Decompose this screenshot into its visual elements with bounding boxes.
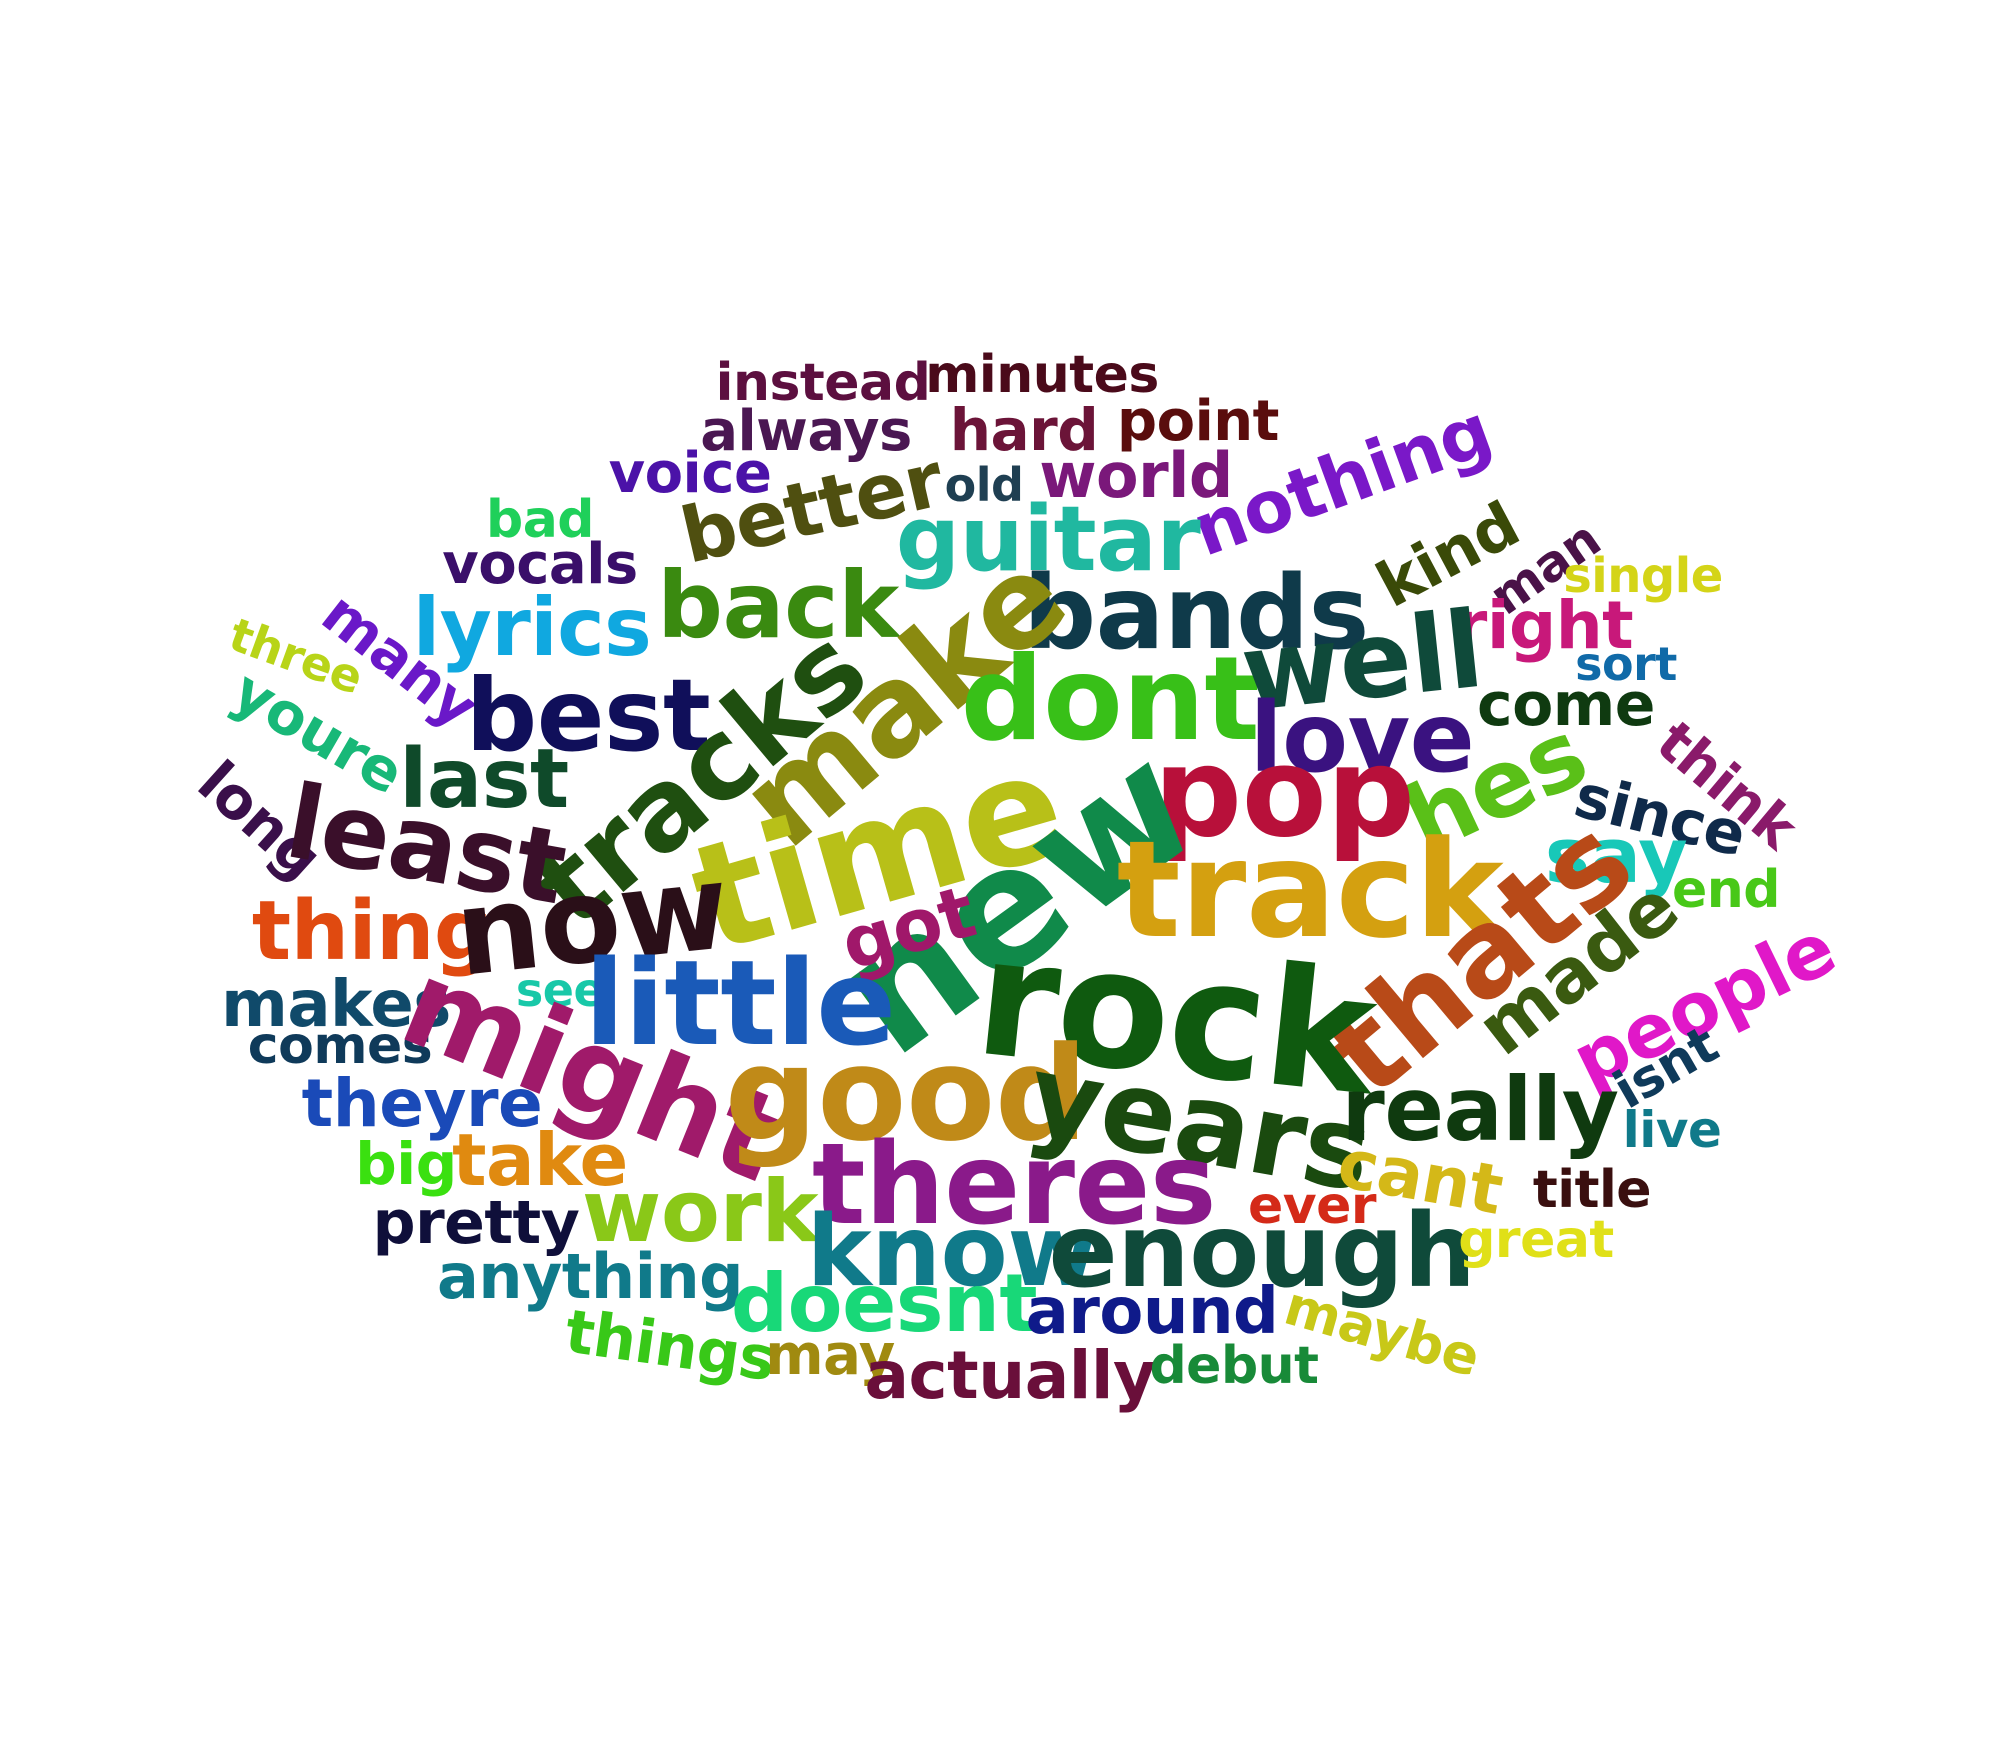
word-big: big: [355, 1130, 457, 1198]
word-instead: instead: [715, 353, 931, 413]
word-voice: voice: [608, 441, 772, 506]
word-minutes: minutes: [925, 345, 1159, 405]
word-great: great: [1458, 1210, 1614, 1270]
word-single: single: [1563, 548, 1723, 604]
word-theyre: theyre: [301, 1065, 543, 1142]
word-take: take: [452, 1118, 628, 1202]
word-lyrics: lyrics: [412, 581, 652, 674]
word-old: old: [944, 458, 1024, 512]
word-sort: sort: [1575, 637, 1677, 691]
word-little: little: [584, 934, 896, 1072]
word-know: know: [806, 1195, 1098, 1309]
word-pop: pop: [1153, 721, 1415, 865]
word-say: say: [1544, 811, 1688, 900]
word-love: love: [1249, 682, 1475, 794]
word-end: end: [1671, 860, 1781, 920]
word-right: right: [1454, 587, 1634, 664]
word-back: back: [657, 552, 899, 659]
word-debut: debut: [1149, 1336, 1319, 1396]
word-hard: hard: [949, 396, 1099, 464]
word-work: work: [581, 1162, 819, 1262]
word-enough: enough: [1048, 1192, 1476, 1311]
word-actually: actually: [864, 1337, 1156, 1414]
word-dont: dont: [960, 632, 1260, 767]
word-around: around: [1025, 1275, 1279, 1349]
word-bad: bad: [485, 490, 595, 550]
word-anything: anything: [437, 1240, 743, 1313]
word-last: last: [399, 732, 569, 827]
word-good: good: [724, 1018, 1088, 1170]
word-thing: thing: [251, 884, 493, 979]
word-title: title: [1532, 1160, 1652, 1220]
word-always: always: [700, 399, 912, 464]
word-comes: comes: [247, 1016, 433, 1076]
word-really: really: [1341, 1058, 1619, 1161]
word-vocals: vocals: [442, 532, 638, 597]
word-point: point: [1117, 389, 1279, 454]
word-live: live: [1622, 1101, 1722, 1159]
word-makes: makes: [221, 968, 451, 1042]
word-come: come: [1477, 670, 1656, 740]
word-doesnt: doesnt: [730, 1257, 1038, 1350]
word-ever: ever: [1247, 1176, 1377, 1236]
word-see: see: [515, 963, 605, 1017]
word-track: track: [1116, 812, 1504, 968]
word-theres: theres: [811, 1120, 1217, 1250]
word-may: may: [765, 1323, 895, 1388]
word-world: world: [1039, 439, 1233, 512]
word-guitar: guitar: [895, 487, 1201, 592]
word-pretty: pretty: [372, 1188, 580, 1258]
word-best: best: [465, 657, 711, 774]
word-bands: bands: [1023, 554, 1369, 673]
